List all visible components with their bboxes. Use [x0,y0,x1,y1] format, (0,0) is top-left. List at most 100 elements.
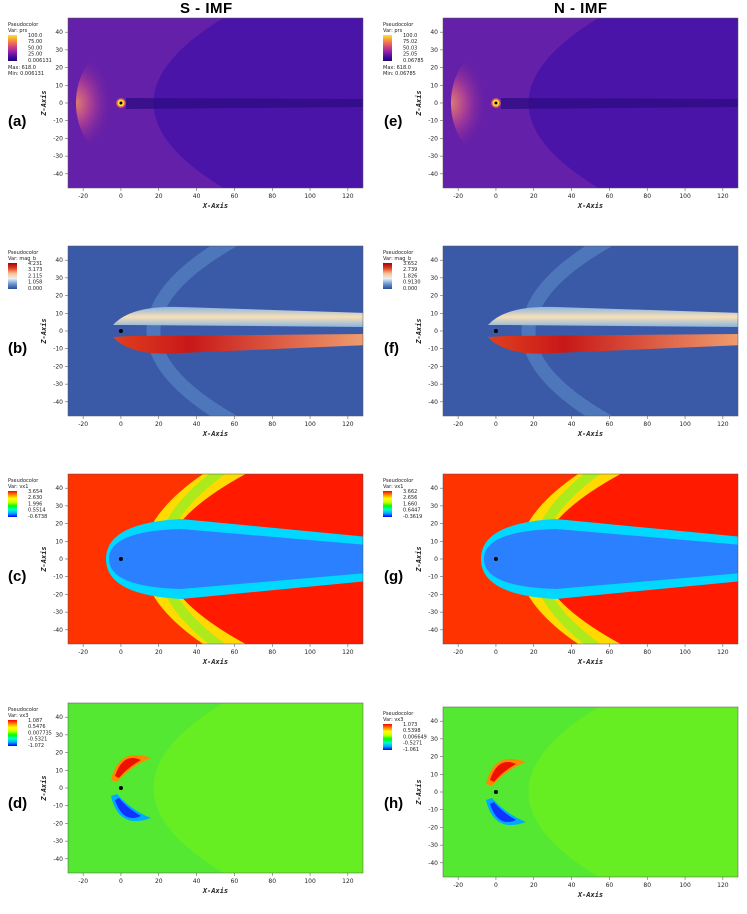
chart-svg-a: -20 0 20 40 60 80 100 120X-Axis403020100-10-20-… [8,17,364,210]
x-tick-label: 20 [155,649,163,656]
x-tick-label: 120 [717,421,729,428]
colorbar-tick-label: 2.739 [403,267,417,273]
x-tick-label: -20 [78,421,88,428]
chart-svg-c: -20 0 20 40 60 80 100 120X-Axis403020100-10-20-… [8,473,364,666]
y-tick-label: 20 [55,65,63,72]
colorbar-tick-label: -0.5271 [403,741,422,747]
x-tick-label: 20 [530,421,538,428]
x-tick-label: 120 [717,649,729,656]
upper-lobe [112,306,363,327]
panel-label-d: (d) [8,795,28,812]
x-tick-label: -20 [453,421,463,428]
chart-svg-b: -20 0 20 40 60 80 100 120X-Axis403020100-10-20-… [8,245,364,438]
x-tick-label: 40 [193,649,201,656]
y-tick-label: 10 [55,767,63,774]
chart-panel-f: -20 0 20 40 60 80 100 120 X-Axis 40 30 20 10 0 -10 -20-… [381,245,739,448]
y-tick-label: -40 [53,627,63,634]
panel-label-h: (h) [384,795,404,812]
x-axis-label: X-Axis [577,658,603,666]
colorbar-tick-label: 75.00 [28,39,42,45]
heatmap-field [443,474,738,644]
y-tick-label: -10 [53,346,63,353]
background-field [443,246,738,416]
y-tick-label: 0 [434,328,438,335]
x-axis-label: X-Axis [202,887,228,895]
heatmap-field [68,474,363,644]
y-tick-label: 0 [434,556,438,563]
y-tick-label: 30 [55,275,63,282]
x-tick-label: 0 [494,882,498,889]
x-tick-label: -20 [453,649,463,656]
panel-label-e: (e) [384,113,403,130]
heatmap-field [443,707,738,877]
x-tick-label: 80 [268,193,276,200]
legend-title: Pseudocolor [383,250,414,256]
x-tick-label: 40 [568,649,576,656]
colorbar-tick-label: 3.652 [403,261,417,267]
y-tick-label: 20 [55,521,63,528]
y-tick-label: 30 [55,47,63,54]
colorbar-tick-label: -0.5321 [28,737,47,743]
colorbar-tick-label: 1.996 [28,501,42,507]
colorbar-tick-label: -1.061 [403,747,419,753]
legend-title: Pseudocolor [8,707,39,713]
x-tick-label: 120 [342,878,354,885]
colorbar-tick-label: 25.05 [403,52,417,58]
column-title-n-imf: N - IMF [554,0,608,17]
colorbar [383,35,392,61]
y-axis-label: Z-Axis [415,546,423,572]
panel-label-b: (b) [8,340,28,357]
x-tick-label: 0 [119,878,123,885]
x-tick-label: -20 [453,193,463,200]
y-tick-label: 40 [55,485,63,492]
y-tick-label: -40 [428,171,438,178]
y-tick-label: 20 [430,65,438,72]
x-tick-label: 0 [119,193,123,200]
y-tick-label: 0 [59,328,63,335]
planet-dot [119,101,123,105]
legend-title: Pseudocolor [8,478,39,484]
planet-dot [493,790,498,794]
lower-lobe [487,334,738,354]
legend-max: Max: 618.0 [383,65,411,71]
x-tick-label: 60 [231,421,239,428]
colorbar-tick-label: 0.5476 [28,724,46,730]
y-tick-label: 10 [430,771,438,778]
bow-shock [521,246,613,416]
x-tick-label: 40 [568,421,576,428]
y-tick-label: 40 [430,29,438,36]
panel-label-f: (f) [384,340,399,357]
y-tick-label: -10 [53,118,63,125]
y-axis-label: Z-Axis [40,90,48,116]
chart-panel-h: -20 0 20 40 60 80 100 120 X-Axis 40 30 20 10 0 -10 -20-… [381,706,739,909]
y-tick-label: 40 [55,29,63,36]
upstream-region [68,703,224,873]
positive-core [489,762,516,782]
colorbar-tick-label: 0.007735 [28,730,52,736]
x-tick-label: -20 [78,878,88,885]
heatmap-field [68,703,363,873]
legend-var: Var: vx1 [383,484,403,490]
y-axis-label: Z-Axis [415,90,423,116]
y-tick-label: 40 [55,714,63,721]
y-tick-label: 30 [430,275,438,282]
chart-svg-f: -20 0 20 40 60 80 100 120X-Axis403020100-10-20-… [383,245,739,438]
colorbar [8,720,17,746]
y-tick-label: -10 [428,118,438,125]
colorbar-tick-label: 4.231 [28,261,42,267]
panel-label-c: (c) [8,568,27,585]
x-axis-label: X-Axis [577,891,603,899]
y-tick-label: 40 [55,257,63,264]
x-tick-label: 60 [606,193,614,200]
chart-svg-d: -20 0 20 40 60 80 100 120X-Axis403020100-10-20-… [8,702,364,895]
x-tick-label: 120 [342,193,354,200]
y-tick-label: 10 [55,310,63,317]
colorbar [8,491,17,517]
y-tick-label: 20 [55,293,63,300]
y-tick-label: -40 [53,171,63,178]
colorbar-tick-label: 1.826 [403,273,417,279]
colorbar [383,263,392,289]
magnetosheath-glow [75,48,156,158]
y-tick-label: -40 [428,399,438,406]
x-tick-label: 20 [530,193,538,200]
